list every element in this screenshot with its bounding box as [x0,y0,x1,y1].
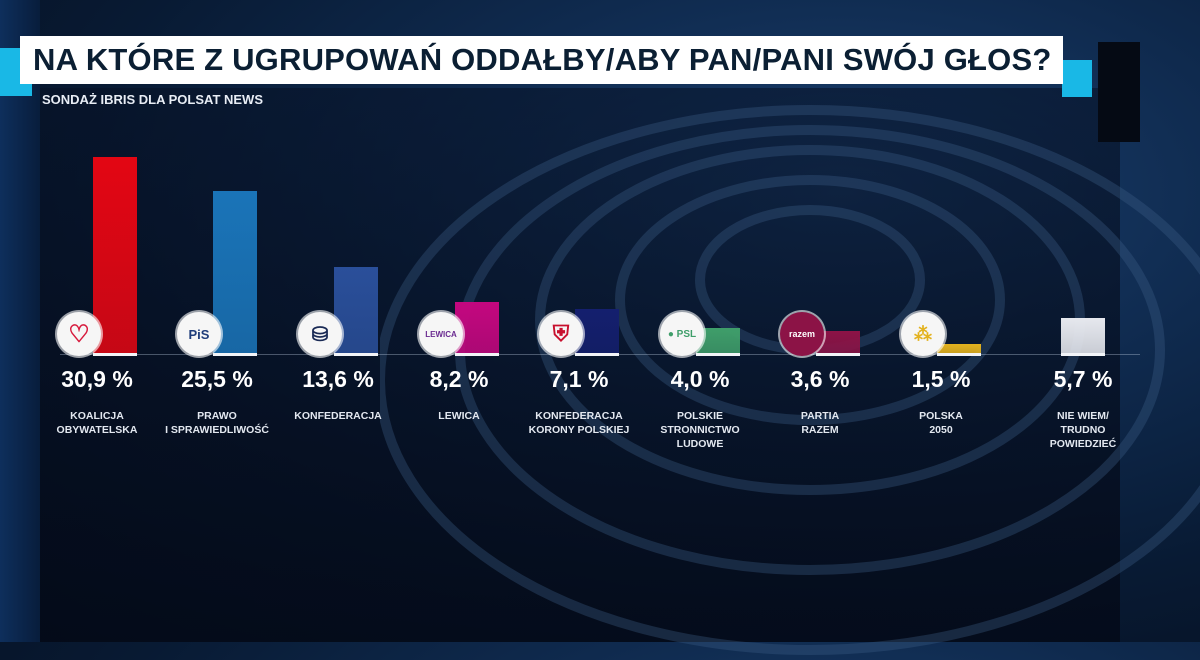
pis-logo-icon: PiS [177,312,221,356]
logo-text: ♡ [68,320,90,348]
title-accent-right [1062,60,1092,97]
razem-logo-icon: razem [780,312,824,356]
party-name-label: PRAWO I SPRAWIEDLIWOŚĆ [165,410,269,436]
logo-text: razem [788,329,815,339]
logo-text: ⛨ [552,321,570,346]
konfederacja-logo-icon: ⛁ [298,312,342,356]
value-label: 1,5 % [911,366,971,392]
bar [213,191,257,354]
polska2050-logo-icon: ⁂ [901,312,945,356]
value-label: 8,2 % [429,366,489,392]
background-left-stripe [0,0,40,642]
party-name-label: PARTIA RAZEM [800,410,840,436]
bar-base-line [816,353,860,356]
value-label: 30,9 % [61,366,133,392]
party-name-label: NIE WIEM/ TRUDNO POWIEDZIEĆ [1049,410,1117,450]
value-label: 5,7 % [1053,366,1113,392]
bar [93,157,137,354]
bar-base-line [937,353,981,356]
chart-title: NA KTÓRE Z UGRUPOWAŃ ODDAŁBY/ABY PAN/PAN… [33,42,1052,77]
value-label: 4,0 % [670,366,730,392]
bar-base-line [93,353,137,356]
party-name-label: LEWICA [438,410,480,422]
logo-text: ⛁ [311,323,329,346]
bar-base-line [455,353,499,356]
kkp-crest-logo-icon: ⛨ [539,312,583,356]
bar-base-line [696,353,740,356]
background-panel [40,88,1120,642]
bar-base-line [213,353,257,356]
party-name-label: POLSKIE STRONNICTWO LUDOWE [660,410,740,450]
party-name-label: KONFEDERACJA KORONY POLSKIEJ [528,410,630,436]
bar-base-line [1061,353,1105,356]
bar-base-line [575,353,619,356]
bar [1061,318,1105,354]
logo-text: LEWICA [425,329,457,339]
parliament-background-graphic [380,105,1200,655]
title-banner: NA KTÓRE Z UGRUPOWAŃ ODDAŁBY/ABY PAN/PAN… [20,36,1063,84]
value-label: 3,6 % [790,366,850,392]
heart-logo-icon: ♡ [57,312,101,356]
bar [937,344,981,354]
logo-text: PiS [188,326,210,342]
value-label: 25,5 % [181,366,253,392]
value-label: 13,6 % [302,366,374,392]
title-dark-block [1098,42,1140,142]
party-name-label: KONFEDERACJA [294,410,382,422]
psl-logo-icon: ● PSL [660,312,704,356]
value-label: 7,1 % [549,366,609,392]
chart-subtitle: SONDAŻ IBRIS DLA POLSAT NEWS [42,92,263,107]
party-name-label: KOALICJA OBYWATELSKA [56,410,138,436]
party-name-label: POLSKA 2050 [919,410,963,436]
logo-text: ⁂ [914,323,932,344]
bar [816,331,860,354]
lewica-logo-icon: LEWICA [419,312,463,356]
logo-text: ● PSL [667,328,697,340]
bar-base-line [334,353,378,356]
bar [334,267,378,354]
